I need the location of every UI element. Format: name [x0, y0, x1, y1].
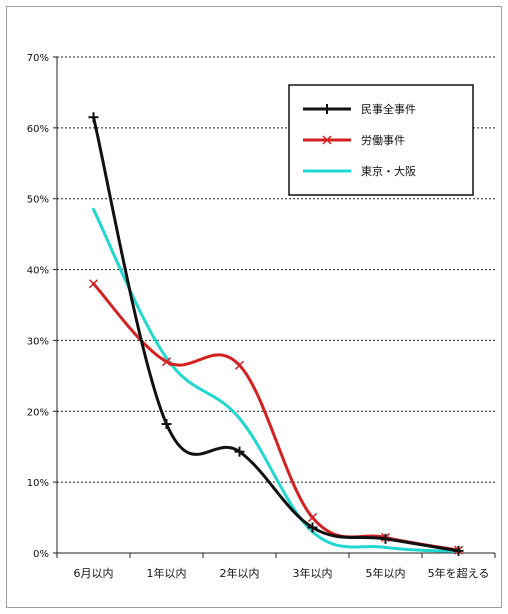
data-point-marker	[88, 279, 99, 289]
legend-label: 東京・大阪	[361, 164, 416, 178]
x-tick-label: 6月以内	[74, 566, 114, 580]
series-line	[92, 207, 460, 554]
y-tick-label: 40%	[27, 266, 49, 277]
legend-label: 労働事件	[361, 133, 405, 147]
legend-label: 民事全事件	[361, 102, 416, 116]
x-tick-label: 5年を超える	[428, 566, 490, 580]
y-tick-label: 10%	[27, 478, 49, 489]
axis-layer: 0% 10% 20% 30% 40% 50% 60% 70% 6月以内 1年以内 2年以内 3年以内 5…	[27, 53, 496, 580]
series-line	[92, 282, 460, 552]
data-point-marker	[307, 513, 318, 523]
y-tick-label: 20%	[27, 407, 49, 418]
x-tick-label: 5年以内	[366, 566, 406, 580]
x-tick-label: 3年以内	[293, 566, 333, 580]
series-layer	[88, 112, 464, 556]
data-point-marker	[322, 135, 332, 145]
x-tick-label: 1年以内	[147, 566, 187, 580]
data-point-marker	[234, 360, 245, 370]
y-tick-label: 30%	[27, 336, 49, 347]
chart-frame: 0% 10% 20% 30% 40% 50% 60% 70% 6月以内 1年以内 2年以内 3年以内 5…	[6, 6, 502, 608]
y-tick-label: 70%	[27, 53, 49, 64]
x-tick-label: 2年以内	[220, 566, 260, 580]
line-chart: 0% 10% 20% 30% 40% 50% 60% 70% 6月以内 1年以内 2年以内 3年以内 5…	[27, 53, 496, 580]
data-point-marker	[161, 357, 172, 367]
y-tick-label: 50%	[27, 195, 49, 206]
y-tick-label: 0%	[33, 549, 49, 560]
y-tick-label: 60%	[27, 124, 49, 135]
